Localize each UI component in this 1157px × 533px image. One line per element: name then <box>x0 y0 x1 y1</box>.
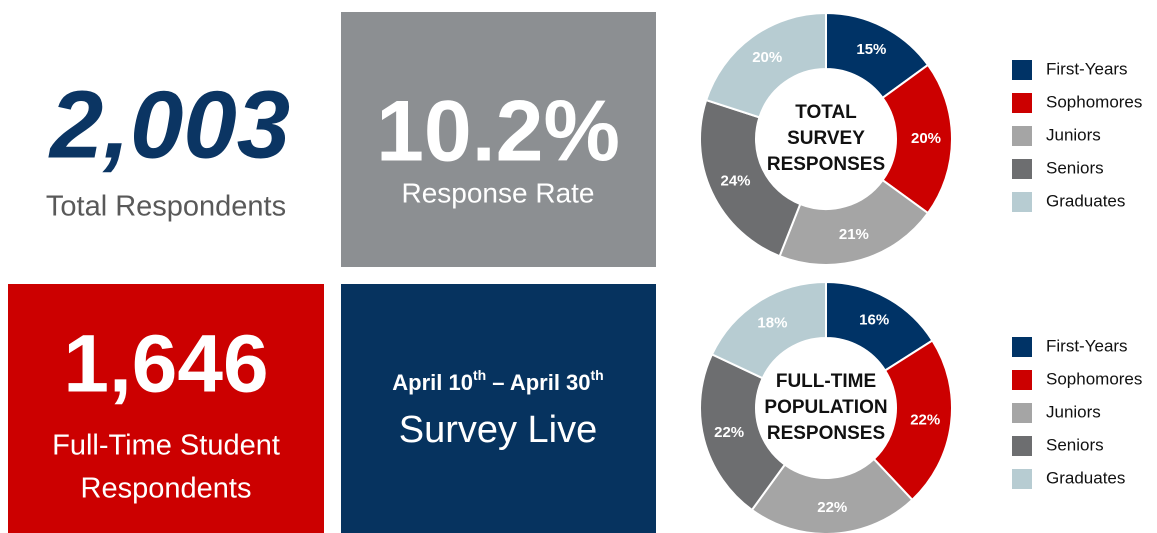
legend-label: Seniors <box>1046 158 1104 177</box>
legend-label: Seniors <box>1046 435 1104 454</box>
donut-title: TOTAL <box>795 102 857 123</box>
fulltime-label: Respondents <box>81 473 252 505</box>
data-label: 15% <box>856 41 886 58</box>
donut-segment <box>699 353 787 512</box>
legend-swatch <box>1012 337 1032 357</box>
donut-segment <box>704 11 827 119</box>
legend-label: Sophomores <box>1046 369 1142 388</box>
legend-swatch <box>1012 159 1032 179</box>
fulltime-value: 1,646 <box>63 319 268 410</box>
legend-label: Juniors <box>1046 125 1101 144</box>
legend-swatch <box>1012 126 1032 146</box>
total-label: Total Respondents <box>46 191 286 223</box>
dates-range: April 10th – April 30th <box>392 367 603 395</box>
fulltime-label: Full-Time Student <box>52 430 280 462</box>
legend-label: Sophomores <box>1046 92 1142 111</box>
legend-label: Juniors <box>1046 402 1101 421</box>
donut-title: POPULATION <box>764 397 887 418</box>
date: – April 30 <box>486 370 590 395</box>
legend-swatch <box>1012 370 1032 390</box>
date-suffix: th <box>473 367 486 383</box>
data-label: 22% <box>817 499 847 516</box>
data-label: 20% <box>911 130 941 147</box>
legend-label: First-Years <box>1046 336 1128 355</box>
dates-tile <box>341 284 656 533</box>
total-value: 2,003 <box>48 71 290 178</box>
data-label: 22% <box>910 412 940 429</box>
rate-tile <box>341 12 656 267</box>
date: April 10 <box>392 370 473 395</box>
rate-value: 10.2% <box>376 84 620 180</box>
legend-swatch <box>1012 403 1032 423</box>
donut-title: RESPONSES <box>767 423 885 444</box>
date-suffix: th <box>591 367 604 383</box>
donut-segment <box>750 457 914 533</box>
donut-title: RESPONSES <box>767 154 885 175</box>
data-label: 24% <box>721 173 751 190</box>
data-label: 21% <box>839 226 869 243</box>
data-label: 16% <box>859 311 889 328</box>
legend-label: Graduates <box>1046 468 1125 487</box>
donut-segment <box>710 280 827 380</box>
donut-segment <box>872 339 953 502</box>
legend-swatch <box>1012 436 1032 456</box>
legend-label: First-Years <box>1046 59 1128 78</box>
legend-swatch <box>1012 60 1032 80</box>
legend-swatch <box>1012 93 1032 113</box>
donut-segment <box>699 98 802 258</box>
rate-label: Response Rate <box>401 177 594 208</box>
legend-label: Graduates <box>1046 191 1125 210</box>
legend-swatch <box>1012 192 1032 212</box>
data-label: 18% <box>757 315 787 332</box>
legend-swatch <box>1012 469 1032 489</box>
dates-label: Survey Live <box>399 409 598 451</box>
donut-title: FULL-TIME <box>776 371 876 392</box>
data-label: 22% <box>714 424 744 441</box>
fulltime-tile <box>8 284 324 533</box>
donut-title: SURVEY <box>787 128 865 149</box>
data-label: 20% <box>752 49 782 66</box>
